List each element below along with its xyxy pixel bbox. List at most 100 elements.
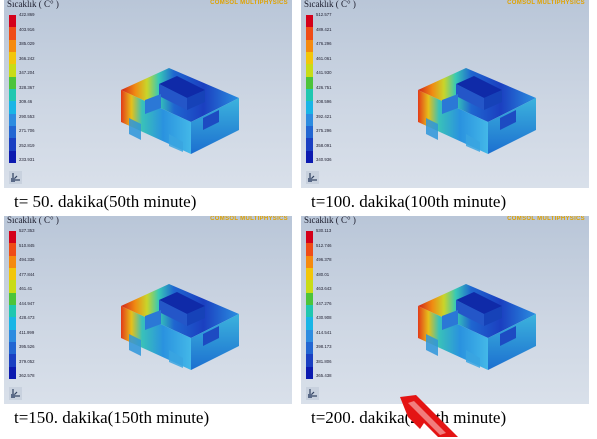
scale-tick-label: 365.438 (316, 373, 332, 378)
scale-color-step (306, 64, 313, 77)
scale-color-step (9, 231, 16, 244)
scale-color-step (306, 138, 313, 151)
scale-color-step (306, 51, 313, 65)
scale-color-step (9, 317, 16, 330)
scale-color-step (306, 39, 313, 52)
scale-color-step (306, 88, 313, 102)
scale-tick-label: 510.845 (19, 242, 35, 248)
scale-color-step (306, 125, 313, 139)
brand-label: COMSOL MULTIPHYSICS (210, 216, 288, 222)
scale-color-step (306, 255, 313, 268)
scale-color-step (9, 150, 16, 163)
scale-tick-label: 328.367 (19, 84, 35, 90)
scale-color-step (9, 76, 16, 89)
heated-part-3d-render (418, 284, 536, 370)
caption-150min: t=150. dakika(150th minute) (14, 408, 210, 427)
scale-color-step (306, 267, 313, 281)
scale-tick-label: 290.553 (19, 113, 35, 119)
scale-tick-label: 477.844 (19, 271, 35, 277)
plot-panel-200min: Sıcaklık ( C° ) COMSOL MULTIPHYSICS 530.… (301, 216, 589, 404)
scale-tick-label: 441.930 (316, 70, 332, 75)
scale-tick-label: 362.578 (19, 373, 35, 378)
scale-tick-label: 347.204 (19, 70, 35, 75)
scale-color-step (306, 304, 313, 318)
scale-color-step (306, 280, 313, 293)
scale-color-step (306, 231, 313, 244)
heated-part-3d-render (418, 68, 536, 154)
scale-color-step (9, 27, 16, 40)
scale-tick-label: 428.473 (19, 315, 35, 320)
scale-tick-label: 252.819 (19, 142, 35, 148)
scale-tick-label: 444.947 (19, 300, 35, 306)
scale-color-step (306, 354, 313, 367)
axis-triad-icon[interactable] (306, 171, 319, 184)
scale-color-step (9, 101, 16, 114)
scale-color-step (9, 354, 16, 367)
panel-title: Sıcaklık ( C° ) (7, 216, 59, 225)
scale-tick-label: 461.41 (19, 286, 33, 291)
scale-tick-label: 480.01 (316, 271, 330, 277)
scale-tick-label: 233.931 (19, 157, 35, 162)
scale-color-step (306, 101, 313, 114)
scale-color-step (306, 341, 313, 355)
scale-tick-label: 476.296 (316, 41, 332, 46)
scale-color-step (9, 51, 16, 65)
scale-tick-label: 408.596 (316, 99, 332, 104)
scale-tick-label: 358.091 (316, 142, 332, 148)
scale-tick-label: 379.052 (19, 358, 35, 364)
scale-color-step (306, 317, 313, 330)
scale-color-step (9, 125, 16, 139)
scale-tick-label: 430.908 (316, 315, 332, 320)
plot-panel-50min: Sıcaklık ( C° ) COMSOL MULTIPHYSICS 422.… (4, 0, 292, 188)
scale-color-step (306, 292, 313, 305)
heated-part-3d-render (121, 284, 239, 370)
scale-color-step (9, 280, 16, 293)
scale-color-step (9, 39, 16, 52)
scale-tick-label: 447.276 (316, 300, 332, 306)
scale-tick-labels: 422.869 403.916 385.029 366.242 347.204 328.3… (19, 12, 79, 167)
scale-color-step (306, 329, 313, 342)
scale-tick-label: 411.999 (19, 329, 35, 335)
scale-color-step (9, 88, 16, 102)
scale-tick-label: 375.296 (316, 128, 332, 133)
brand-label: COMSOL MULTIPHYSICS (507, 0, 585, 6)
plot-panel-100min: Sıcaklık ( C° ) COMSOL MULTIPHYSICS 512.… (301, 0, 589, 188)
scale-color-step (9, 138, 16, 151)
temperature-color-scale (9, 15, 16, 163)
temperature-color-scale (306, 231, 313, 379)
scale-tick-labels: 527.353 510.845 494.336 477.844 461.41 444.94… (19, 228, 79, 383)
scale-tick-label: 385.029 (19, 41, 35, 46)
scale-tick-label: 512.577 (316, 12, 332, 17)
scale-color-step (306, 76, 313, 89)
scale-color-step (9, 329, 16, 342)
red-arrow-icon (400, 395, 458, 437)
scale-tick-labels: 512.577 489.421 476.296 461.061 441.930 426.7… (316, 12, 376, 167)
panel-title: Sıcaklık ( C° ) (304, 0, 356, 9)
scale-tick-label: 530.113 (316, 228, 332, 233)
scale-tick-label: 309.46 (19, 99, 33, 104)
axis-triad-icon[interactable] (9, 171, 22, 184)
scale-color-step (306, 27, 313, 40)
temperature-color-scale (9, 231, 16, 379)
scale-color-step (9, 113, 16, 126)
scale-color-step (306, 113, 313, 126)
scale-tick-label: 527.353 (19, 228, 35, 233)
axis-triad-icon[interactable] (9, 387, 22, 400)
scale-color-step (9, 267, 16, 281)
scale-color-step (9, 255, 16, 268)
brand-label: COMSOL MULTIPHYSICS (507, 216, 585, 222)
scale-tick-label: 494.336 (19, 257, 35, 262)
brand-label: COMSOL MULTIPHYSICS (210, 0, 288, 6)
panel-title: Sıcaklık ( C° ) (7, 0, 59, 9)
scale-tick-label: 426.751 (316, 84, 332, 90)
scale-color-step (306, 243, 313, 256)
scale-color-step (9, 304, 16, 318)
caption-50min: t= 50. dakika(50th minute) (14, 192, 197, 211)
scale-color-step (306, 366, 313, 379)
scale-tick-label: 398.173 (316, 344, 332, 349)
heated-part-3d-render (121, 68, 239, 154)
scale-tick-label: 340.936 (316, 157, 332, 162)
axis-triad-icon[interactable] (306, 387, 319, 400)
scale-tick-label: 512.746 (316, 242, 332, 248)
scale-color-step (9, 243, 16, 256)
